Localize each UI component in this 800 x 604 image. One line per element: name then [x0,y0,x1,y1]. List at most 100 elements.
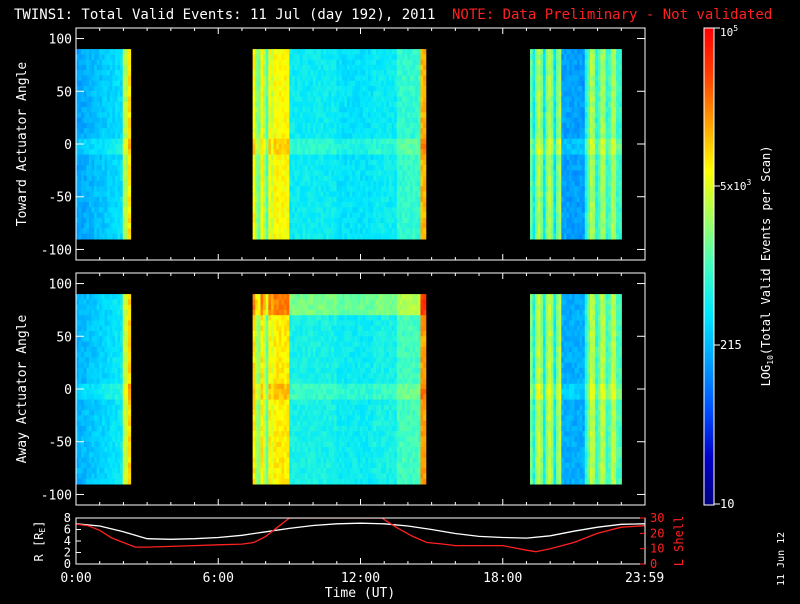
heatmap-cell [423,81,426,87]
heatmap-cell [619,213,622,219]
heatmap-cell [128,149,131,155]
heatmap-cell [619,107,622,113]
heatmap-cell [128,181,131,187]
heatmap-cell [423,102,426,108]
heatmap-cell [423,123,426,129]
heatmap-cell [128,228,131,234]
heatmap-cell [423,65,426,71]
heatmap-cell [423,197,426,203]
heatmap-cell [128,102,131,108]
heatmap-cell [619,165,622,171]
heatmap-cell [423,223,426,229]
heatmap-cell [619,207,622,213]
heatmap-cell [423,91,426,97]
heatmap-cell [619,197,622,203]
heatmap-cell [128,70,131,76]
heatmap-cell [423,170,426,176]
heatmap-cell [423,218,426,224]
y-tick-label: 100 [49,33,72,48]
heatmap-cell [128,112,131,118]
heatmap-cell [128,107,131,113]
heatmap-cell [619,181,622,187]
heatmap-cell [619,139,622,145]
heatmap-cell [423,75,426,81]
heatmap-cell [423,60,426,66]
heatmap-cell [619,218,622,224]
heatmap-cell [423,165,426,171]
heatmap-cell [619,102,622,108]
heatmap-cell [619,86,622,92]
heatmap-cell [128,128,131,134]
heatmap-cell [128,186,131,192]
heatmap-cell [619,118,622,124]
heatmap-cell [423,207,426,213]
heatmap-cell [128,176,131,182]
heatmap-cell [128,197,131,203]
heatmap-cell [619,75,622,81]
heatmap-cell [619,112,622,118]
heatmap-cell [128,170,131,176]
heatmap-cell [423,49,426,55]
heatmap-cell [423,213,426,219]
heatmap-cell [128,97,131,103]
heatmap-cell [619,133,622,139]
heatmap-cell [619,97,622,103]
heatmap-cell [423,86,426,92]
heatmap-cell [423,191,426,197]
y-tick-label: -100 [41,243,72,258]
heatmap-cell [619,49,622,55]
heatmap-cell [128,133,131,139]
heatmap-cell [423,160,426,166]
heatmap-cell [128,86,131,92]
heatmap-cell [423,112,426,118]
heatmap-cell [128,207,131,213]
heatmap-cell [128,144,131,150]
heatmap-cell [619,176,622,182]
heatmap-cell [423,133,426,139]
heatmap-cell [423,228,426,234]
heatmap-cell [619,228,622,234]
heatmap-cell [619,186,622,192]
preliminary-note: NOTE: Data Preliminary - Not validated [452,7,772,23]
heatmap-cell [423,107,426,113]
heatmap-cell [128,54,131,60]
heatmap-cell [423,234,426,240]
heatmap-cell [619,123,622,129]
heatmap-cell [423,202,426,208]
heatmap-cell [423,118,426,124]
heatmap-cell [128,49,131,55]
heatmap-cell [619,65,622,71]
heatmap-cell [423,149,426,155]
heatmap-cell [128,223,131,229]
heatmap-cell [619,70,622,76]
heatmap-cell [128,65,131,71]
heatmap-cell [128,218,131,224]
heatmap-cell [128,118,131,124]
heatmap-cell [128,213,131,219]
toward-ylabel: Toward Actuator Angle [15,62,30,227]
heatmap-cell [423,181,426,187]
heatmap-cell [128,60,131,66]
figure-title: TWINS1: Total Valid Events: 11 Jul (day … [14,7,435,23]
heatmap-cell [619,128,622,134]
heatmap-cell [128,165,131,171]
heatmap-cell [128,75,131,81]
heatmap-cell [128,139,131,145]
heatmap-cell [619,160,622,166]
y-tick-label: 0 [64,138,72,153]
heatmap-cell [619,149,622,155]
heatmap-cell [619,144,622,150]
heatmap-cell [619,54,622,60]
heatmap-cell [619,234,622,240]
heatmap-cell [423,155,426,161]
heatmap-cell [128,191,131,197]
heatmap-cell [423,54,426,60]
heatmap-cell [619,81,622,87]
heatmap-cell [619,202,622,208]
heatmap-cell [423,144,426,150]
heatmap-cell [423,139,426,145]
heatmap-cell [128,202,131,208]
heatmap-cell [423,70,426,76]
